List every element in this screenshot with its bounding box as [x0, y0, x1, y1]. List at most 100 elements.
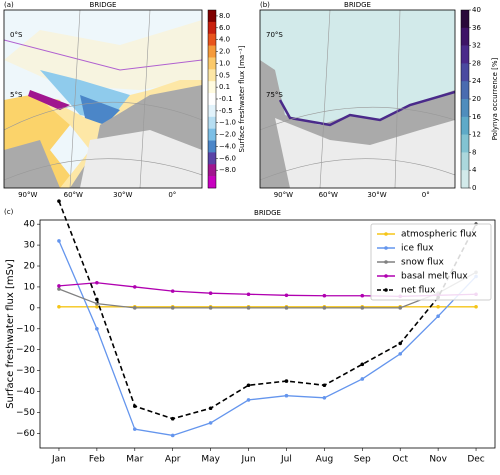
series-marker — [170, 306, 175, 310]
x-tick-label: Jun — [241, 455, 256, 465]
y-tick-label: 0 — [29, 303, 35, 313]
y-tick-label: −60 — [16, 429, 35, 439]
colorbar-tick-label: −8.0 — [219, 166, 236, 174]
series-line — [58, 200, 477, 420]
colorbar-swatch — [208, 164, 216, 177]
y-tick-label: 10 — [24, 282, 36, 292]
colorbar-swatch — [208, 116, 216, 129]
colorbar-swatch — [461, 170, 469, 189]
colorbar-swatch — [461, 45, 469, 64]
colorbar-tick-label: 2.0 — [219, 48, 230, 56]
lon-label: 60°W — [319, 191, 338, 199]
colorbar-tick-label: 4 — [472, 166, 477, 174]
colorbar-swatch — [461, 116, 469, 135]
series-line — [58, 240, 477, 437]
colorbar-swatch — [461, 99, 469, 118]
y-tick-label: −40 — [16, 387, 35, 397]
legend-marker — [384, 246, 388, 250]
series-marker — [284, 379, 289, 383]
y-tick-label: −50 — [16, 408, 35, 418]
legend-marker — [384, 260, 388, 264]
series-marker — [208, 421, 213, 425]
colorbar-swatch — [208, 45, 216, 58]
colorbar-swatch — [208, 33, 216, 46]
colorbar-swatch — [208, 81, 216, 94]
colorbar-tick-label: -0.5 — [219, 107, 233, 115]
x-tick-label: Oct — [392, 455, 408, 465]
panel-label: (b) — [260, 1, 270, 9]
chart-title: BRIDGE — [254, 209, 281, 217]
y-tick-label: 20 — [24, 262, 36, 272]
series-marker — [360, 362, 365, 367]
x-tick-label: May — [201, 455, 220, 465]
y-tick-label: −10 — [16, 324, 35, 334]
series-marker — [322, 395, 327, 400]
colorbar-tick-label: -0.1 — [219, 95, 233, 103]
panel-label: (a) — [4, 1, 14, 9]
series-marker — [95, 305, 99, 309]
lon-label: 30°W — [113, 191, 132, 199]
map-b — [260, 10, 455, 188]
series-marker — [398, 341, 403, 346]
colorbar-swatch — [208, 93, 216, 106]
series-marker — [132, 285, 137, 289]
colorbar-swatch — [208, 128, 216, 141]
legend-label: atmospheric flux — [401, 230, 477, 240]
series-marker — [95, 297, 99, 302]
lat-label: 0°S — [10, 31, 23, 39]
colorbar-tick-label: −6.0 — [219, 154, 236, 162]
series-marker — [57, 239, 61, 243]
series-marker — [132, 427, 137, 431]
x-tick-label: Jan — [51, 455, 66, 465]
series-marker — [170, 289, 175, 293]
colorbar-label: Polynya occurrence [%] — [491, 57, 499, 140]
colorbar-tick-label: −4.0 — [219, 142, 236, 150]
colorbar-label: Surface freshwater flux [ma⁻¹] — [238, 45, 246, 152]
colorbar-swatch — [208, 21, 216, 35]
colorbar-tick-label: 32 — [472, 42, 481, 50]
plot-frame — [39, 219, 496, 449]
series-marker — [95, 326, 99, 331]
colorbar-swatch — [208, 152, 216, 165]
panel-label: (c) — [4, 208, 14, 216]
y-tick-label: 30 — [24, 241, 36, 251]
series-marker — [246, 306, 251, 310]
series-line — [58, 271, 477, 309]
colorbar-tick-label: 0.5 — [219, 71, 230, 79]
map-title: BRIDGE — [90, 1, 117, 9]
colorbar-tick-label: 16 — [472, 113, 481, 121]
series-marker — [360, 306, 365, 310]
series-marker — [474, 305, 478, 309]
colorbar-tick-label: 4.0 — [219, 36, 230, 44]
lon-label: 30°W — [367, 191, 386, 199]
colorbar-tick-label: 28 — [472, 59, 481, 67]
map-title: BRIDGE — [344, 1, 371, 9]
colorbar-swatch — [208, 140, 216, 153]
colorbar-tick-label: −1.0 — [219, 119, 236, 127]
colorbar-tick-label: 8.0 — [219, 12, 230, 20]
series-marker — [57, 305, 61, 309]
series-marker — [436, 305, 440, 309]
y-axis-label: Surface freshwater flux [mSv] — [5, 259, 16, 409]
colorbar-tick-label: 0.1 — [219, 83, 230, 91]
legend-marker — [384, 288, 388, 292]
colorbar-tick-label: 40 — [472, 6, 481, 14]
lon-label: 0° — [168, 191, 176, 199]
x-tick-label: Feb — [89, 455, 105, 465]
legend-label: ice flux — [401, 244, 434, 254]
map-a — [4, 10, 202, 188]
series-marker — [246, 383, 251, 388]
legend-label: basal melt flux — [401, 272, 468, 282]
colorbar-swatch — [208, 10, 216, 23]
series-marker — [57, 199, 61, 203]
colorbar-swatch — [461, 10, 469, 29]
legend-label: snow flux — [401, 258, 444, 268]
colorbar-tick-label: −2.0 — [219, 131, 236, 139]
series-marker — [360, 377, 365, 381]
series-marker — [208, 406, 213, 411]
x-tick-label: Nov — [429, 455, 447, 465]
series-marker — [95, 280, 99, 285]
series-marker — [208, 306, 213, 310]
x-tick-label: Mar — [126, 455, 143, 465]
